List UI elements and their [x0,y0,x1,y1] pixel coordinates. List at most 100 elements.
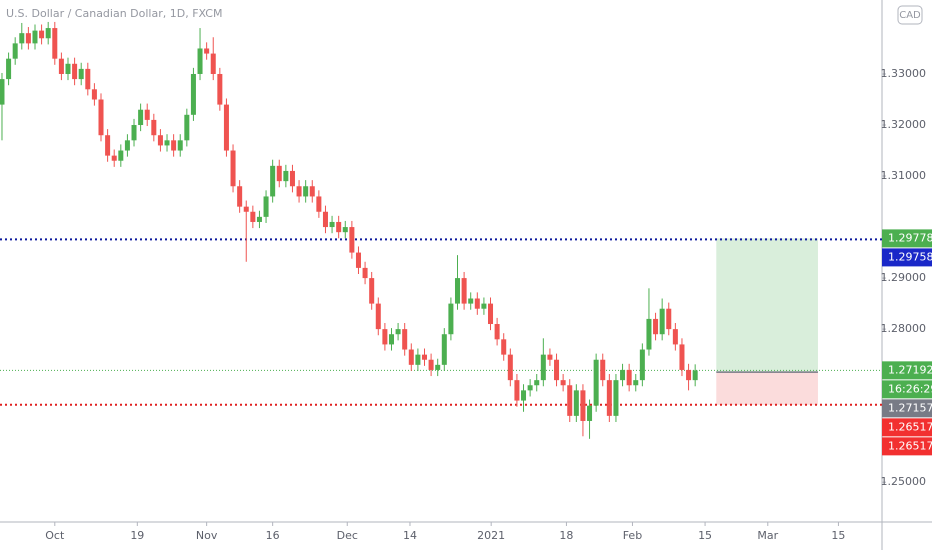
candle-body [270,165,276,197]
candle-body [58,58,64,74]
candle-body [646,318,652,350]
candle-body [72,63,78,80]
y-tick-label: 1.28000 [881,322,927,335]
candle-body [395,329,401,335]
candle-body [686,369,692,381]
candle-body [329,221,335,228]
price-label: 1.26517 [888,420,932,433]
candle-body [527,385,533,391]
position-loss [716,372,818,405]
candle-body [421,354,428,360]
candle-body [606,380,612,416]
x-tick-label: 16 [266,529,280,542]
candle-body [6,58,12,80]
x-tick-label: 15 [698,529,712,542]
price-label: 16:26:29 [888,382,932,395]
y-tick-label: 1.32000 [881,118,927,131]
candle-body [349,227,355,253]
candle-body [118,150,124,161]
candle-body [593,359,599,406]
candle-body [25,33,31,44]
candle-body [540,354,546,381]
candle-body [362,267,368,279]
candle-body [494,324,500,340]
candle-body [547,354,553,360]
candle-body [382,329,388,345]
price-label-bg [882,248,932,267]
candle-body [177,140,183,151]
price-label: 1.26517 [888,439,932,452]
candle-body [679,344,685,370]
candle-body [600,359,606,381]
candle-body [91,89,97,100]
candle-body [620,369,626,381]
x-tick-label: 19 [130,529,144,542]
candle-body [639,349,645,381]
candle-body [488,303,494,325]
candle-body [342,227,348,233]
candle-body [672,329,678,345]
candle-body [468,298,474,304]
candle-body [210,53,216,74]
candle-body [223,104,229,151]
y-tick-label: 1.25000 [881,475,927,488]
price-label-bg [882,418,932,437]
candle-body [659,308,665,335]
candle-body [164,140,170,146]
candle-body [131,125,137,141]
candle-body [388,334,394,345]
candle-body [441,334,447,365]
candle-body [237,186,243,207]
candle-body [171,140,177,151]
candle-body [560,380,566,386]
candle-body [521,390,527,401]
candle-body [111,155,117,161]
candle-body [52,28,58,59]
candle-body [633,380,639,386]
candle-body [303,186,309,197]
x-tick-label: Nov [196,529,218,542]
y-tick-label: 1.29000 [881,271,927,284]
candle-body [501,339,507,355]
currency-box [897,5,923,25]
candle-body [507,354,513,381]
candle-body [124,140,130,151]
candle-body [197,48,203,74]
candle-body [32,30,38,44]
price-label: 1.29778 [888,231,932,244]
candle-body [534,380,540,386]
candle-body [587,405,593,421]
candle-body [0,79,5,105]
price-label-bg [882,380,932,399]
candle-body [567,385,573,416]
candle-body [402,329,408,350]
x-tick-label: Dec [337,529,358,542]
candle-body [448,303,454,335]
chart-title: U.S. Dollar / Canadian Dollar, 1D, FXCM [6,7,222,20]
x-tick-label: 18 [559,529,573,542]
candle-body [296,186,302,197]
price-label: 1.29758 [888,250,932,263]
candle-body [243,206,249,212]
price-label: 1.27192 [888,363,932,376]
x-tick-label: 15 [831,529,845,542]
candle-body [355,252,361,268]
candle-body [428,359,434,370]
candle-body [580,390,586,421]
candle-body [474,298,480,309]
candle-body [65,63,71,74]
candle-body [375,303,381,330]
candle-body [316,196,322,212]
candle-body [190,73,196,115]
candle-body [369,278,375,304]
candle-body [230,150,236,187]
candle-body [322,211,328,228]
candle-body [39,30,45,39]
x-tick-label: Oct [45,529,65,542]
candle-body [98,99,104,136]
candle-body [481,303,487,309]
x-tick-label: 14 [403,529,417,542]
position-profit [716,238,818,373]
candle-body [276,165,282,182]
